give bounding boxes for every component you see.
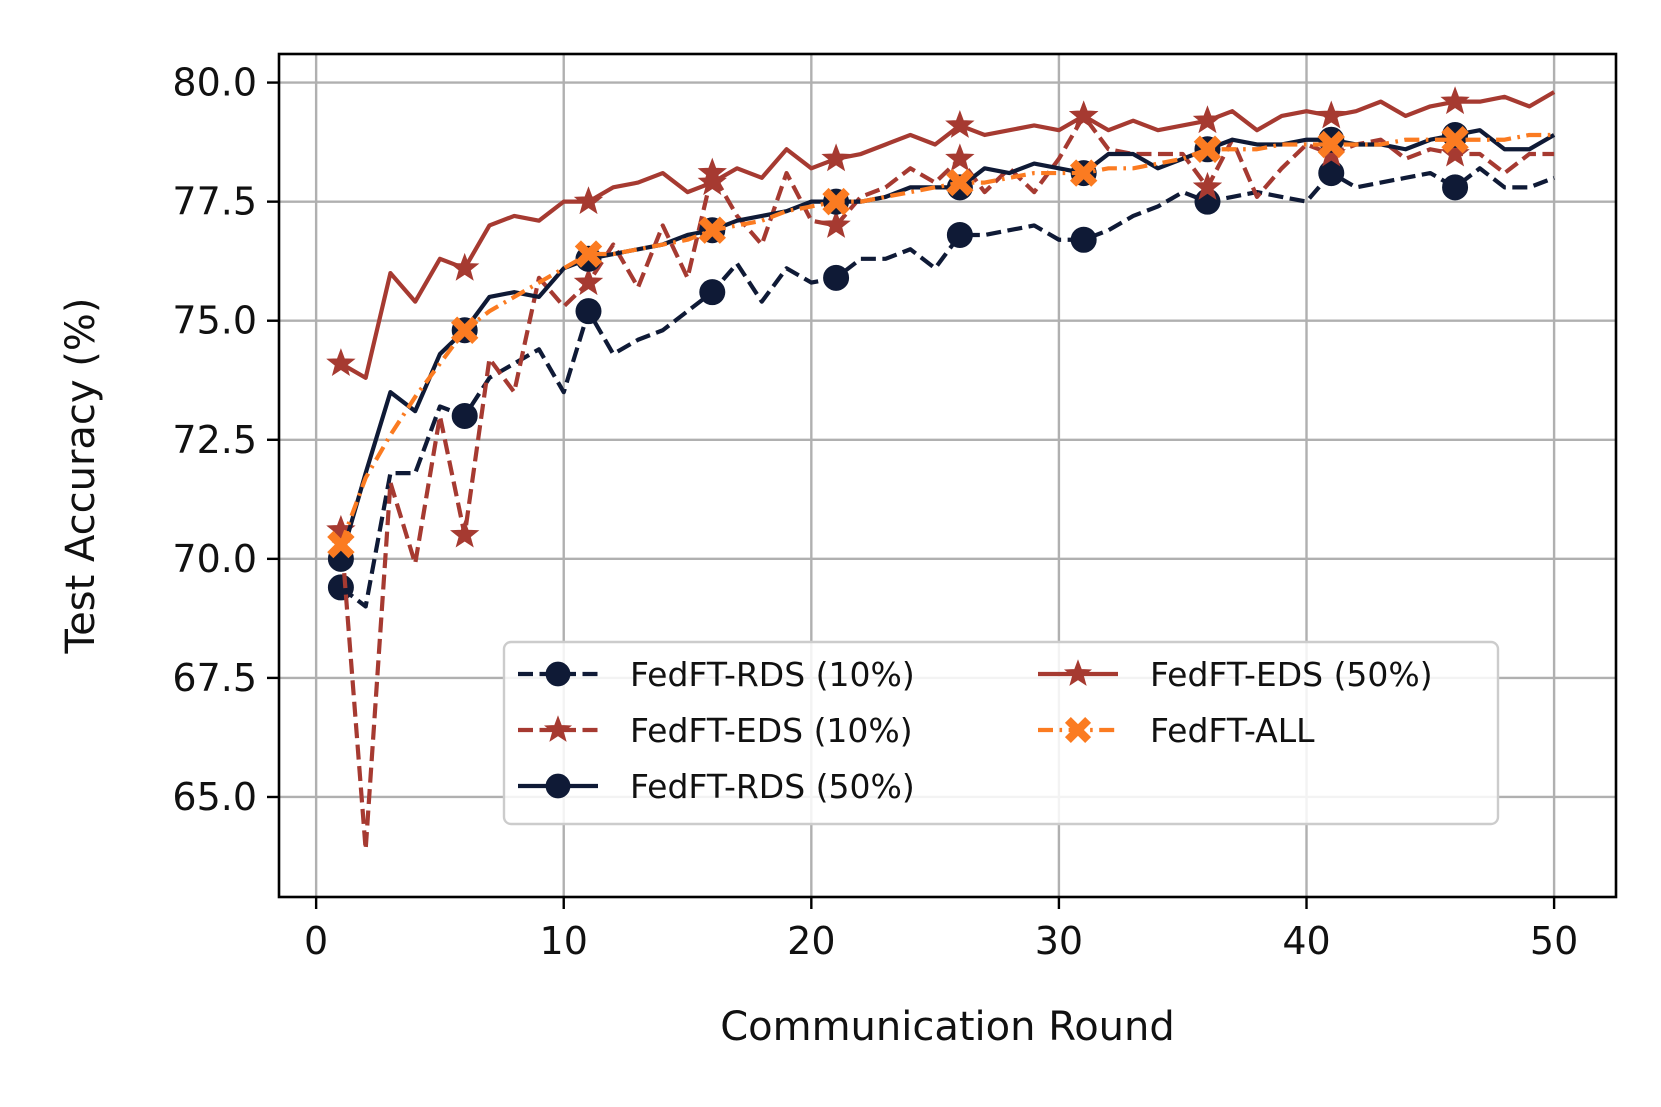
data-point-fedft-all	[946, 168, 974, 197]
legend-entry-fedft-eds-50: FedFT-EDS (50%)	[1038, 655, 1433, 694]
data-point-fedft-all	[1069, 159, 1098, 187]
data-point-fedft-all	[574, 240, 603, 268]
x-tick-label: 10	[540, 919, 588, 963]
data-point-fedft-rds-10	[451, 402, 478, 429]
legend-label-fedft-rds-50: FedFT-RDS (50%)	[630, 767, 915, 806]
legend-marker-fedft-eds-50	[1063, 659, 1093, 686]
axis-ticks: 0 10 20 30 40 50 65.0 67.5 70.0 72.5 75.0 77.5 80.0	[172, 61, 1578, 963]
series-fedft-all	[327, 126, 1555, 559]
legend-entry-fedft-all: FedFT-ALL	[1038, 711, 1315, 750]
data-point-fedft-eds-50	[450, 252, 480, 281]
data-point-fedft-rds-10	[575, 298, 602, 325]
legend-entry-fedft-eds-10: FedFT-EDS (10%)	[518, 711, 913, 750]
data-point-fedft-all	[327, 530, 355, 559]
data-point-fedft-eds-50	[1192, 105, 1223, 134]
series-fedft-eds-50	[326, 86, 1556, 380]
x-axis-title: Communication Round	[720, 1004, 1175, 1050]
data-point-fedft-eds-50	[945, 110, 975, 138]
data-point-fedft-eds-10	[573, 267, 604, 296]
x-tick-label: 40	[1282, 919, 1330, 963]
y-tick-label: 80.0	[172, 61, 257, 105]
legend: FedFT-RDS (10%) FedFT-EDS (10%) FedFT-RDS …	[502, 640, 1500, 826]
x-tick-label: 0	[304, 919, 328, 963]
y-tick-label: 75.0	[172, 299, 257, 343]
data-point-fedft-eds-10	[450, 519, 480, 548]
data-point-fedft-eds-50	[697, 167, 727, 196]
series-line-fedft-all	[338, 132, 1555, 546]
data-point-fedft-eds-50	[1069, 100, 1099, 129]
legend-label-fedft-eds-10: FedFT-EDS (10%)	[630, 711, 913, 750]
data-point-fedft-eds-10	[1192, 171, 1223, 200]
legend-label-fedft-all: FedFT-ALL	[1150, 711, 1315, 750]
data-point-fedft-all	[1193, 135, 1222, 163]
data-point-fedft-rds-10	[1442, 174, 1469, 201]
data-point-fedft-all	[698, 216, 726, 244]
legend-marker-fedft-rds-50	[545, 773, 571, 799]
x-tick-label: 50	[1530, 919, 1578, 963]
legend-label-fedft-eds-50: FedFT-EDS (50%)	[1150, 655, 1433, 694]
plot-frame	[277, 52, 1618, 899]
data-point-fedft-all	[1441, 126, 1469, 154]
data-point-fedft-rds-10	[823, 264, 850, 291]
y-tick-label: 77.5	[172, 180, 257, 224]
data-point-fedft-all	[822, 187, 850, 216]
y-tick-label: 70.0	[172, 537, 257, 581]
data-point-fedft-eds-50	[821, 143, 851, 172]
data-point-fedft-rds-10	[946, 221, 973, 248]
y-tick-label: 65.0	[172, 775, 257, 819]
data-point-fedft-rds-10	[699, 279, 726, 306]
legend-entry-fedft-rds-10: FedFT-RDS (10%)	[518, 655, 915, 694]
legend-marker-fedft-rds-10	[545, 661, 571, 687]
series-line-fedft-eds-50	[339, 90, 1556, 380]
legend-entry-fedft-rds-50: FedFT-RDS (50%)	[518, 767, 915, 806]
data-point-fedft-all	[1317, 130, 1345, 159]
grid	[279, 54, 1616, 897]
series-line-fedft-rds-10	[339, 166, 1555, 609]
legend-marker-fedft-eds-10	[543, 715, 573, 742]
data-point-fedft-eds-50	[1440, 86, 1470, 115]
data-point-fedft-rds-10	[1318, 160, 1345, 187]
x-tick-label: 20	[787, 919, 835, 963]
legend-label-fedft-rds-10: FedFT-RDS (10%)	[630, 655, 915, 694]
data-point-fedft-rds-10	[1070, 226, 1097, 253]
legend-marker-fedft-all	[1064, 716, 1092, 744]
data-point-fedft-eds-50	[573, 186, 604, 215]
y-axis-title: Test Accuracy (%)	[58, 297, 104, 654]
x-tick-label: 30	[1035, 919, 1083, 963]
data-point-fedft-eds-10	[821, 210, 851, 238]
plot-series	[326, 86, 1556, 852]
y-tick-label: 72.5	[172, 418, 257, 462]
data-point-fedft-eds-50	[1316, 100, 1346, 129]
legend-box	[502, 640, 1500, 826]
data-point-fedft-rds-10	[327, 574, 354, 601]
series-fedft-rds-10	[327, 160, 1555, 609]
data-point-fedft-eds-50	[326, 348, 356, 377]
data-point-fedft-eds-10	[945, 143, 975, 172]
data-point-fedft-all	[450, 316, 479, 344]
y-tick-label: 67.5	[172, 656, 257, 700]
